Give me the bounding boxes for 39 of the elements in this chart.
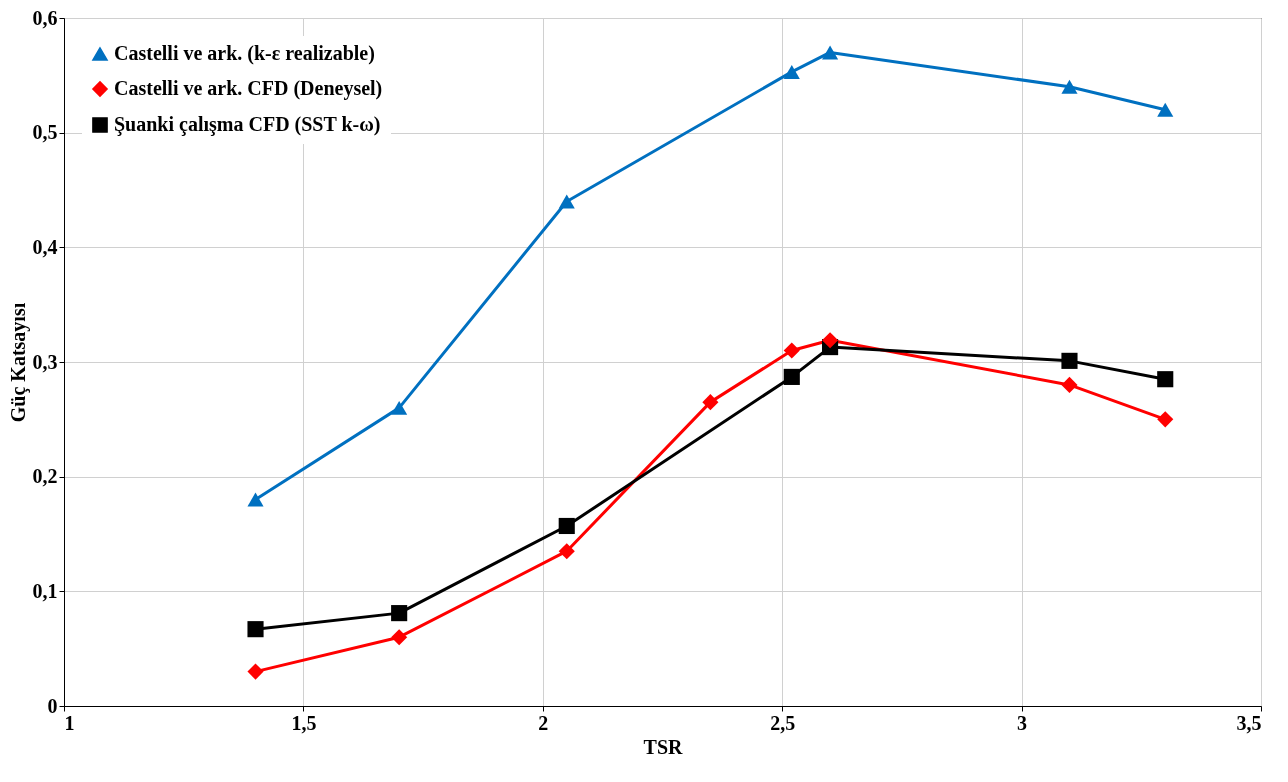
- point: [1157, 411, 1174, 428]
- y-tick-label: 0,3: [32, 350, 58, 373]
- point: [783, 342, 800, 359]
- point: [1061, 376, 1078, 393]
- x-tick-label: 3: [1017, 711, 1028, 734]
- x-tick-label: 1: [64, 711, 75, 734]
- y-axis-title: Güç Katsayısı: [6, 302, 30, 423]
- point: [558, 517, 575, 535]
- y-tick-label: 0,4: [32, 235, 58, 258]
- point: [1061, 79, 1078, 94]
- point: [391, 400, 408, 415]
- x-axis-title: TSR: [643, 735, 684, 758]
- point: [558, 194, 575, 209]
- y-tick-label: 0,1: [32, 579, 58, 602]
- point: [822, 332, 839, 349]
- point: [783, 64, 800, 79]
- point: [247, 663, 264, 680]
- legend-label: Şuanki çalışma CFD (SST k-ω): [114, 113, 381, 136]
- point: [783, 368, 800, 385]
- legend-label: Castelli ve ark. (k-ε realizable): [114, 42, 375, 65]
- point: [1061, 352, 1078, 369]
- y-tick-label: 0,2: [32, 465, 58, 488]
- point: [391, 605, 408, 622]
- x-tick-label: 3,5: [1236, 711, 1262, 734]
- y-tick-label: 0: [47, 694, 58, 717]
- point: [247, 492, 264, 507]
- x-tick-label: 1,5: [291, 711, 317, 734]
- x-tick-label: 2: [538, 711, 549, 734]
- legend-label: Castelli ve ark. CFD (Deneysel): [114, 77, 383, 100]
- point: [247, 621, 264, 638]
- point: [558, 543, 575, 560]
- point: [822, 45, 839, 60]
- point: [702, 394, 719, 411]
- point: [1157, 102, 1174, 117]
- y-tick-label: 0,5: [32, 121, 58, 144]
- point: [1157, 371, 1174, 388]
- y-tick-label: 0,6: [32, 6, 58, 29]
- x-tick-label: 2,5: [770, 711, 796, 734]
- point: [391, 629, 408, 646]
